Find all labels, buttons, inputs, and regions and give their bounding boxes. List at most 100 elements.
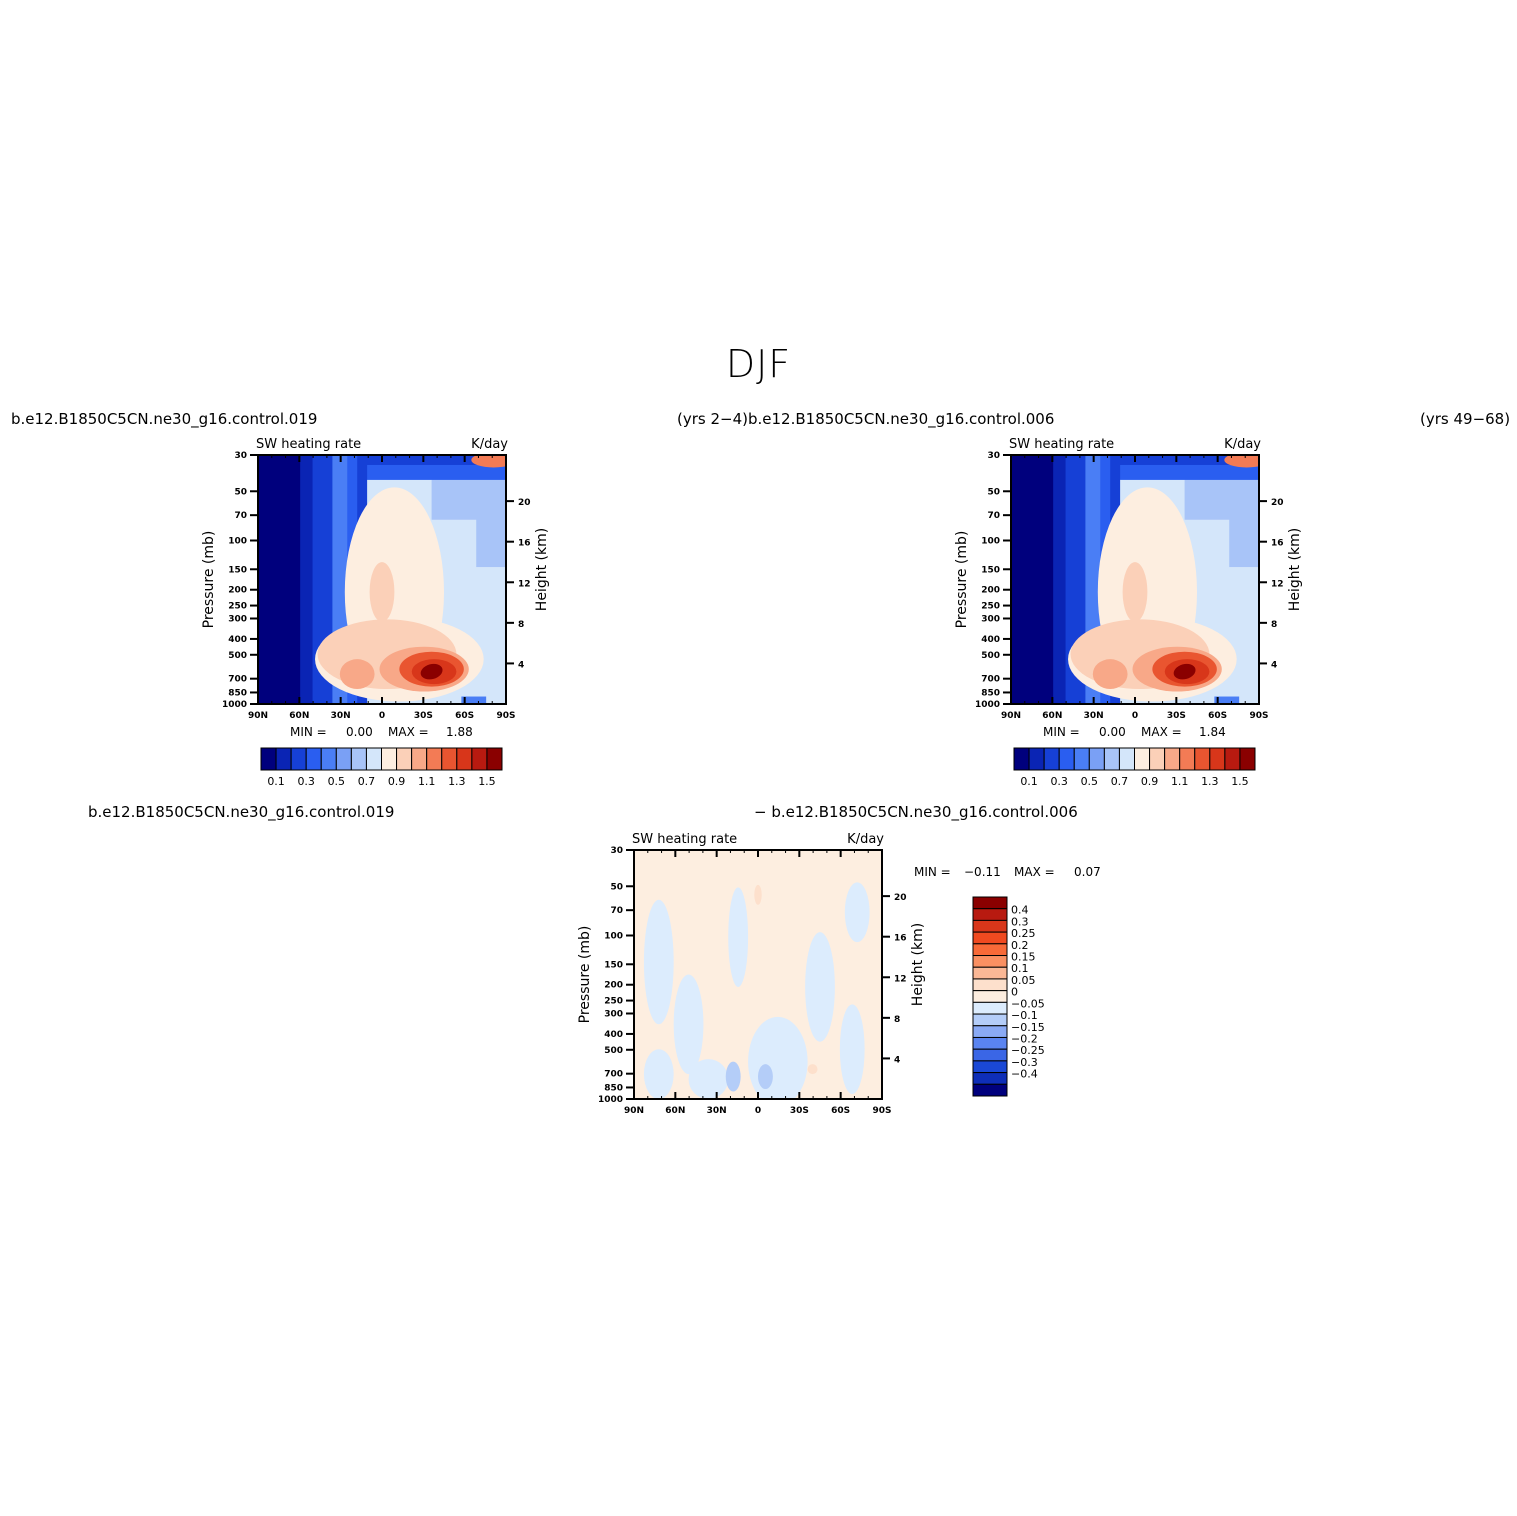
stat-max-label: MAX = bbox=[388, 725, 429, 739]
y-tick-label: 30 bbox=[234, 451, 247, 461]
y-tick-label: 70 bbox=[610, 906, 623, 916]
colorbar-box bbox=[972, 1025, 1008, 1038]
colorbar-tick-label: 0.1 bbox=[1011, 962, 1029, 975]
colorbar-tick-label: −0.4 bbox=[1011, 1068, 1038, 1081]
x-tick-label: 30S bbox=[1167, 711, 1186, 721]
contour-blob-negative bbox=[805, 932, 835, 1042]
colorbar-tick-label: −0.25 bbox=[1011, 1044, 1045, 1057]
colorbar-box bbox=[411, 747, 428, 771]
colorbar-box bbox=[320, 747, 337, 771]
y-tick-label: 700 bbox=[228, 675, 247, 685]
y-tick-label: 700 bbox=[604, 1070, 623, 1080]
contour-band-warm bbox=[339, 659, 375, 690]
contour-band-warm bbox=[1092, 659, 1128, 690]
colorbar-tick-label: 0.9 bbox=[1141, 775, 1159, 788]
contour-band bbox=[1011, 455, 1054, 704]
y-tick-label: 30 bbox=[610, 846, 623, 856]
y-tick-label: 50 bbox=[987, 487, 1000, 497]
colorbar-box bbox=[350, 747, 367, 771]
colorbar-box bbox=[972, 943, 1008, 957]
y-tick-label: 200 bbox=[604, 981, 623, 991]
y-tick-label: 250 bbox=[228, 602, 247, 612]
colorbar-tick-label: 0.15 bbox=[1011, 951, 1036, 964]
colorbar-box bbox=[275, 747, 292, 771]
y-tick-label: 500 bbox=[981, 651, 1000, 661]
y-tick-label: 100 bbox=[228, 536, 247, 546]
y-right-tick-label: 20 bbox=[894, 893, 907, 903]
colorbar-control.019: 0.1 0.3 0.5 0.7 0.9 1.1 1.3 1.5 bbox=[260, 747, 503, 788]
colorbar-tick-label: 0.3 bbox=[297, 775, 315, 788]
colorbar-box bbox=[381, 747, 398, 771]
contour-field-difference bbox=[634, 850, 882, 1099]
colorbar-tick-label: 1.1 bbox=[1171, 775, 1189, 788]
colorbar-difference: 0.40.30.250.20.150.10.050−0.05−0.1−0.15−… bbox=[972, 896, 1045, 1097]
y-right-tick-label: 20 bbox=[1271, 498, 1284, 508]
colorbar-box bbox=[1239, 747, 1256, 771]
plot-left-title: SW heating rate bbox=[256, 437, 361, 452]
colorbar-box bbox=[972, 1001, 1008, 1015]
colorbar-box bbox=[365, 747, 382, 771]
colorbar-box bbox=[335, 747, 352, 771]
colorbar-box bbox=[972, 1072, 1008, 1085]
colorbar-tick-label: −0.05 bbox=[1011, 997, 1045, 1010]
colorbar-box bbox=[1028, 747, 1045, 771]
colorbar-tick-label: 0.05 bbox=[1011, 974, 1036, 987]
colorbar-box bbox=[1179, 747, 1196, 771]
colorbar-box bbox=[1118, 747, 1135, 771]
plot-right-title: K/day bbox=[471, 437, 508, 452]
y-right-tick-label: 4 bbox=[1271, 660, 1277, 670]
contour-band-stratosphere bbox=[471, 455, 506, 468]
colorbar-box bbox=[471, 747, 488, 771]
colorbar-box bbox=[441, 747, 458, 771]
x-tick-label: 90S bbox=[496, 711, 515, 721]
y-right-tick-label: 12 bbox=[518, 579, 531, 589]
contour-blob-negative bbox=[643, 1049, 674, 1099]
colorbar-box bbox=[486, 747, 503, 771]
case-title-bottom-left: b.e12.B1850C5CN.ne30_g16.control.019 bbox=[88, 803, 395, 821]
contour-band-max bbox=[420, 663, 443, 680]
x-tick-label: 60S bbox=[1208, 711, 1227, 721]
colorbar-box bbox=[972, 931, 1008, 945]
x-tick-label: 0 bbox=[1132, 711, 1138, 721]
stat-min-label: MIN = bbox=[1043, 725, 1080, 739]
stat-max-value: 1.84 bbox=[1199, 725, 1226, 739]
colorbar-box bbox=[1149, 747, 1166, 771]
y-right-tick-label: 16 bbox=[894, 934, 907, 944]
colorbar-tick-label: 0 bbox=[1011, 986, 1018, 999]
x-tick-label: 90S bbox=[1249, 711, 1268, 721]
colorbar-box bbox=[1134, 747, 1151, 771]
contour-band-max bbox=[1173, 663, 1196, 680]
colorbar-box bbox=[1224, 747, 1241, 771]
plot-right-title: K/day bbox=[847, 832, 884, 847]
y-right-tick-label: 12 bbox=[1271, 579, 1284, 589]
y-right-tick-label: 16 bbox=[518, 539, 531, 549]
colorbar-box bbox=[972, 896, 1008, 910]
stat-min-value: 0.00 bbox=[346, 725, 373, 739]
contour-blob-negative bbox=[643, 899, 674, 1025]
colorbar-tick-label: 0.1 bbox=[267, 775, 285, 788]
colorbar-box bbox=[396, 747, 413, 771]
y-right-axis-label: Height (km) bbox=[1287, 528, 1303, 611]
y-tick-label: 1000 bbox=[598, 1095, 623, 1105]
y-right-axis-label: Height (km) bbox=[910, 923, 926, 1006]
colorbar-box bbox=[1209, 747, 1226, 771]
plot-left-title: SW heating rate bbox=[632, 832, 737, 847]
stat-min-label: MIN = bbox=[914, 865, 951, 879]
x-tick-label: 30S bbox=[790, 1106, 809, 1116]
colorbar-tick-label: 1.5 bbox=[1231, 775, 1249, 788]
contour-band-warm bbox=[369, 562, 395, 622]
x-tick-label: 30N bbox=[707, 1106, 727, 1116]
colorbar-box bbox=[972, 1048, 1008, 1062]
colorbar-box bbox=[1073, 747, 1090, 771]
colorbar-box bbox=[260, 747, 277, 771]
x-tick-label: 90N bbox=[248, 711, 268, 721]
stat-min-label: MIN = bbox=[290, 725, 327, 739]
x-tick-label: 30S bbox=[414, 711, 433, 721]
y-tick-label: 500 bbox=[228, 651, 247, 661]
colorbar-box bbox=[972, 919, 1008, 933]
contour-blob-positive bbox=[807, 1064, 818, 1075]
colorbar-tick-label: 0.2 bbox=[1011, 939, 1029, 952]
contour-blob-negative bbox=[844, 882, 870, 943]
colorbar-box bbox=[972, 1083, 1008, 1097]
y-tick-label: 500 bbox=[604, 1046, 623, 1056]
